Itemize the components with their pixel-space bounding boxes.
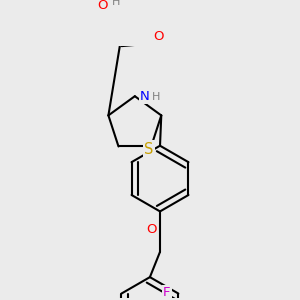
Text: O: O <box>97 0 107 12</box>
Text: H: H <box>112 0 120 7</box>
Text: F: F <box>163 286 171 299</box>
Text: N: N <box>140 90 150 103</box>
Text: O: O <box>154 30 164 43</box>
Text: H: H <box>152 92 160 103</box>
Text: O: O <box>146 223 156 236</box>
Text: S: S <box>144 142 153 157</box>
